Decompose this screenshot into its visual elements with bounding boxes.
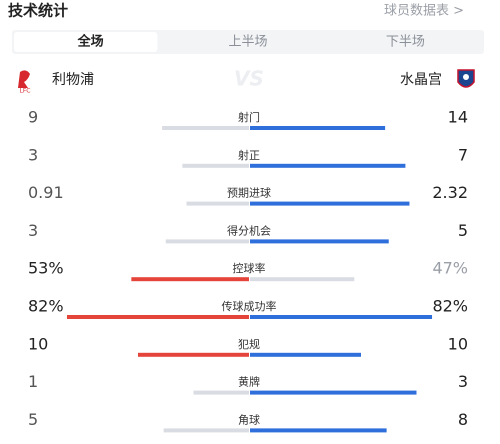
svg-text:LFC: LFC bbox=[20, 88, 31, 95]
away-value: 47% bbox=[432, 259, 468, 278]
home-bar bbox=[193, 390, 249, 395]
stat-label: 得分机会 bbox=[227, 223, 271, 237]
away-bar bbox=[250, 315, 433, 319]
home-value: 53% bbox=[28, 259, 64, 278]
stat-label: 射正 bbox=[238, 148, 260, 162]
stat-label: 射门 bbox=[238, 110, 260, 124]
home-bar bbox=[182, 163, 249, 168]
away-value: 14 bbox=[448, 108, 468, 127]
vs: VS bbox=[234, 67, 264, 91]
tab[interactable]: 下半场 bbox=[386, 35, 425, 50]
home-bar bbox=[131, 277, 249, 282]
away-team: 水晶宫 bbox=[400, 72, 442, 88]
away-bar bbox=[250, 277, 355, 282]
away-value: 10 bbox=[448, 334, 468, 353]
home-bar bbox=[138, 352, 249, 357]
away-value: 8 bbox=[458, 410, 468, 429]
away-bar bbox=[250, 428, 387, 433]
away-value: 3 bbox=[458, 372, 468, 391]
away-bar bbox=[250, 163, 406, 168]
home-value: 82% bbox=[28, 297, 64, 316]
stat-label: 犯规 bbox=[238, 337, 260, 351]
away-value: 7 bbox=[458, 145, 468, 164]
away-bar bbox=[250, 352, 361, 357]
home-bar bbox=[163, 428, 249, 433]
tab[interactable]: 上半场 bbox=[228, 35, 267, 50]
away-value: 82% bbox=[432, 297, 468, 316]
home-value: 1 bbox=[28, 372, 38, 391]
away-bar bbox=[250, 239, 389, 244]
stat-label: 传球成功率 bbox=[222, 299, 277, 313]
home-logo: LFC bbox=[18, 70, 31, 95]
player-stats-link[interactable]: 球员数据表 > bbox=[384, 4, 464, 19]
home-value: 5 bbox=[28, 410, 38, 429]
title: 技术统计 bbox=[8, 2, 68, 20]
home-bar bbox=[66, 315, 250, 319]
home-value: 10 bbox=[28, 334, 48, 353]
home-value: 0.91 bbox=[28, 183, 64, 202]
tab[interactable]: 全场 bbox=[77, 34, 104, 50]
home-bar bbox=[162, 126, 249, 130]
home-value: 3 bbox=[28, 145, 38, 164]
home-value: 9 bbox=[28, 108, 38, 127]
stat-label: 预期进球 bbox=[227, 186, 271, 200]
home-team: 利物浦 bbox=[52, 72, 94, 88]
home-bar bbox=[165, 239, 249, 244]
home-value: 3 bbox=[28, 221, 38, 240]
stat-label: 角球 bbox=[238, 412, 260, 426]
away-bar bbox=[250, 201, 410, 206]
stat-label: 控球率 bbox=[233, 261, 266, 275]
away-bar bbox=[250, 390, 417, 395]
away-value: 5 bbox=[458, 221, 468, 240]
tab-selected bbox=[14, 32, 158, 52]
away-bar bbox=[250, 126, 386, 130]
away-logo bbox=[457, 69, 475, 88]
stat-label: 黄牌 bbox=[238, 375, 260, 389]
home-bar bbox=[186, 201, 249, 206]
away-value: 2.32 bbox=[432, 183, 468, 202]
